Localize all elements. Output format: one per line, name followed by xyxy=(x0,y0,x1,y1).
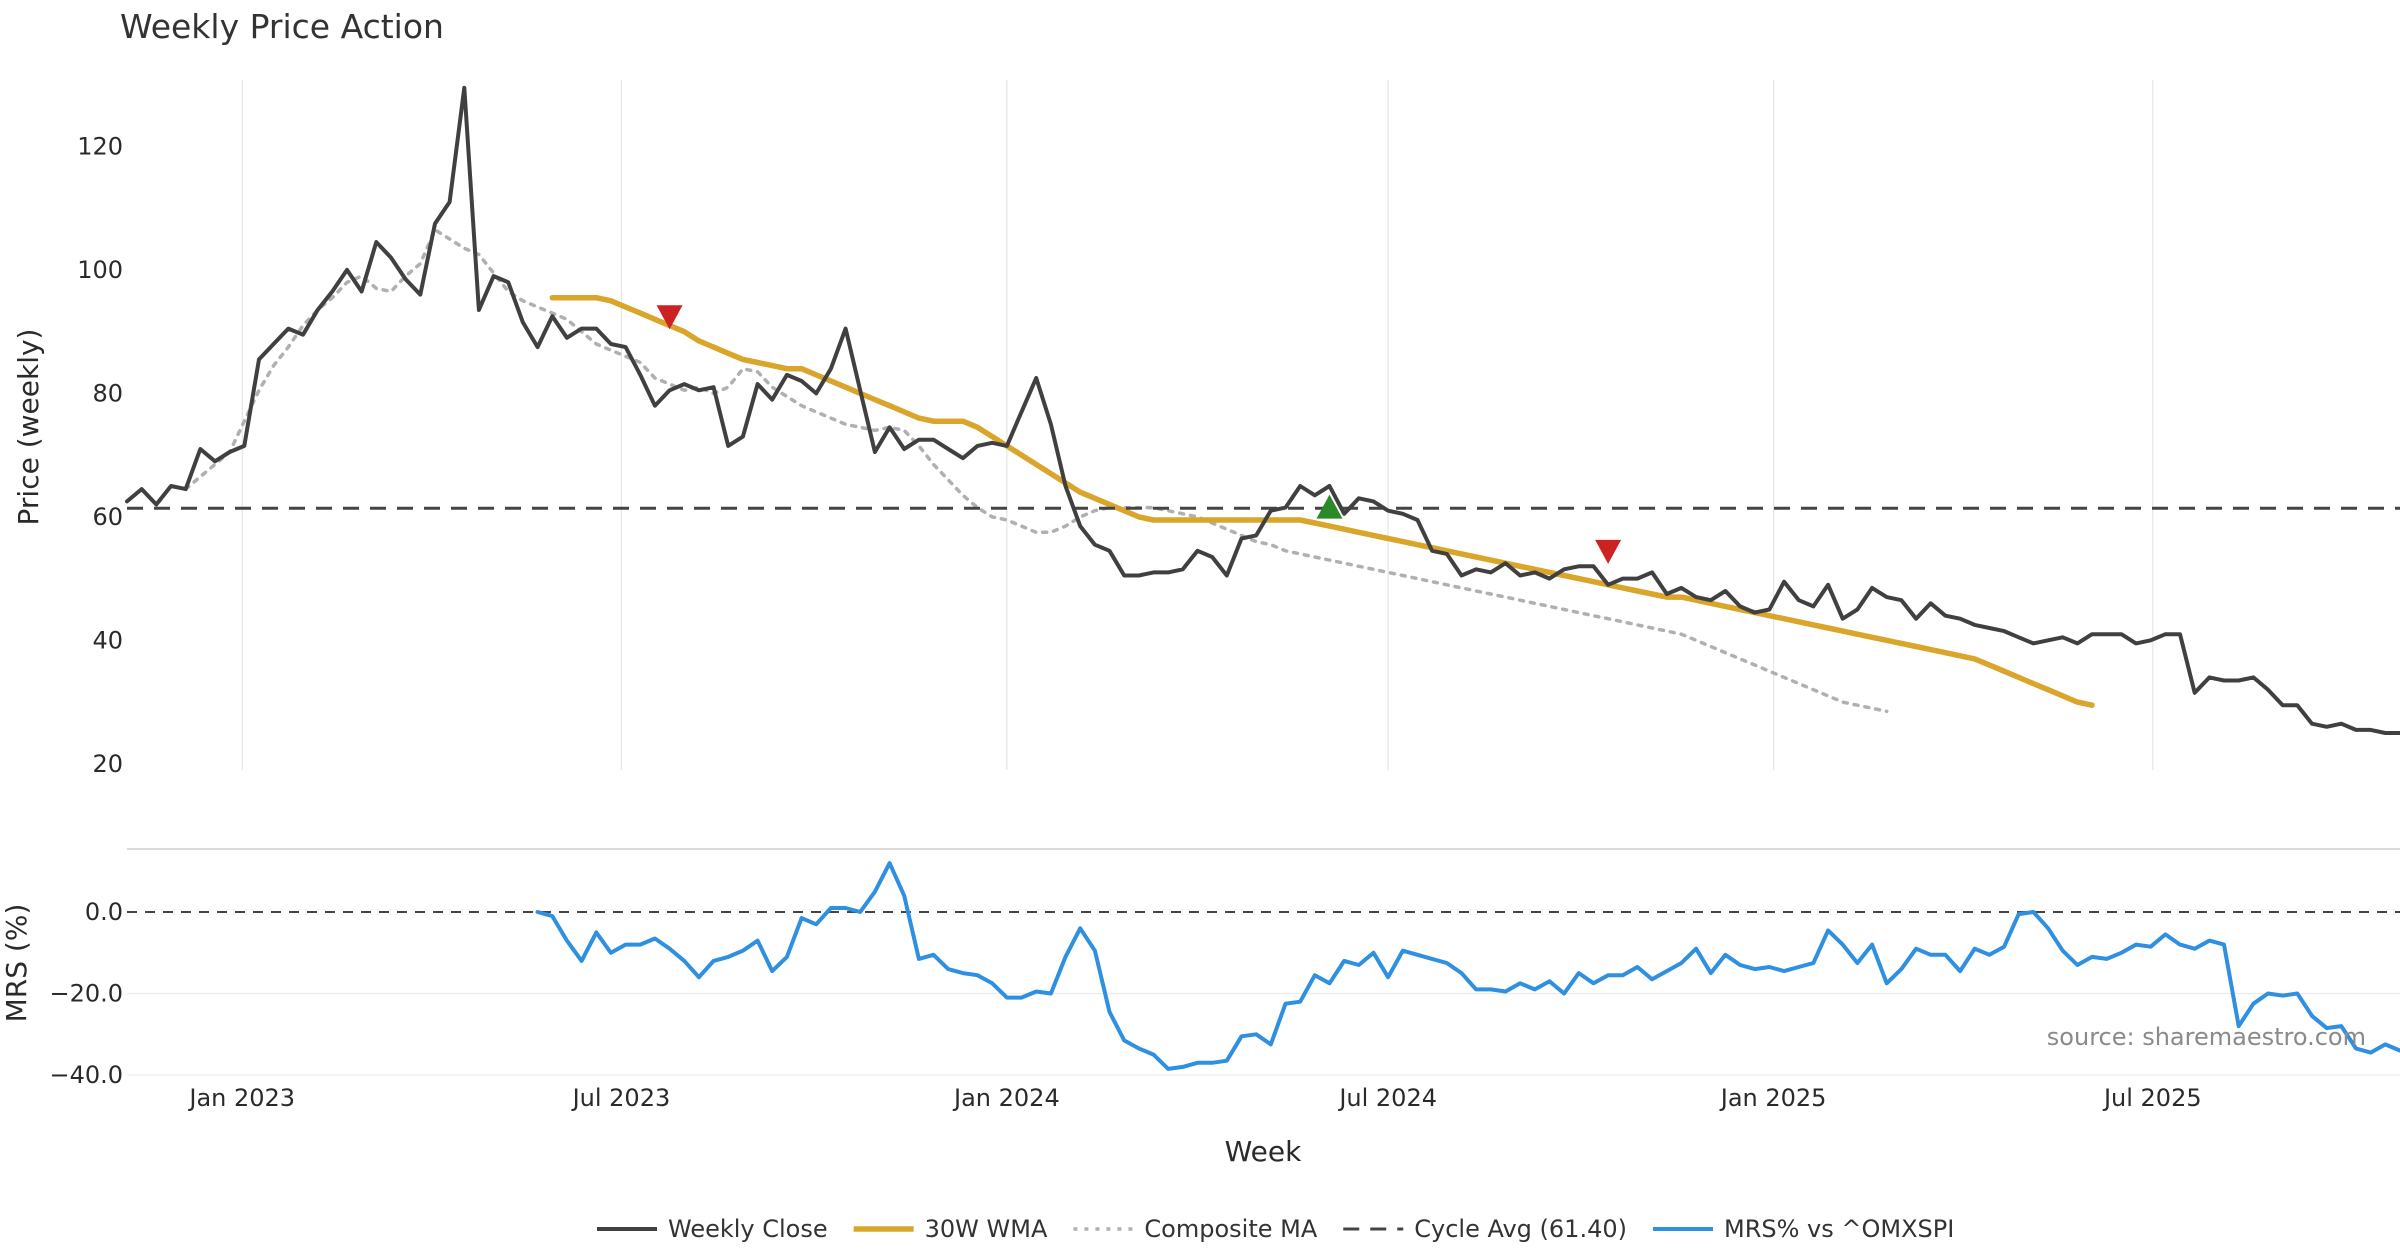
x-tick-label-jul-2024: Jul 2024 xyxy=(1337,1084,1437,1112)
price-y-tick-label: 20 xyxy=(92,750,123,778)
x-tick-label-jul-2025: Jul 2025 xyxy=(2102,1084,2202,1112)
mrs-y-ticks: 0.0 −20.0 −40.0 xyxy=(49,898,123,1089)
mrs-y-tick-label: 0.0 xyxy=(85,898,123,926)
price-series-layer xyxy=(125,85,2400,735)
sell-signal-marker xyxy=(1595,539,1622,564)
chart-title: Weekly Price Action xyxy=(120,7,444,46)
legend-item-weekly-close: Weekly Close xyxy=(597,1215,828,1243)
price-y-tick-label: 120 xyxy=(77,132,123,160)
price-y-tick-label: 100 xyxy=(77,256,123,284)
signal-markers xyxy=(656,305,1622,564)
series-weekly-close xyxy=(125,85,2400,735)
x-axis-label: Week xyxy=(1225,1135,1302,1168)
legend-label: 30W WMA xyxy=(925,1215,1048,1243)
legend-label: Cycle Avg (61.40) xyxy=(1414,1215,1627,1243)
price-y-ticks: 20 40 60 80 100 120 xyxy=(77,132,123,777)
x-axis-ticks: Jan 2023 Jul 2023 Jan 2024 Jul 2024 Jan 2025… xyxy=(187,1084,2201,1112)
mrs-y-tick-label: −20.0 xyxy=(49,980,123,1008)
mrs-series-layer xyxy=(127,861,2400,1071)
legend-item-composite-ma: Composite MA xyxy=(1073,1215,1318,1243)
mrs-y-tick-label: −40.0 xyxy=(49,1061,123,1089)
price-y-tick-label: 40 xyxy=(92,626,123,654)
legend-label: Composite MA xyxy=(1144,1215,1317,1243)
x-tick-label-jul-2023: Jul 2023 xyxy=(571,1084,671,1112)
mrs-y-axis-label: MRS (%) xyxy=(0,904,33,1023)
x-tick-label-jan-2024: Jan 2024 xyxy=(952,1084,1060,1112)
legend: Weekly Close 30W WMA Composite MA Cycle Avg… xyxy=(597,1215,1954,1243)
legend-item-mrs-vs-omxspi: MRS% vs ^OMXSPI xyxy=(1652,1215,1954,1243)
series-composite-ma xyxy=(183,228,1889,714)
x-tick-label-jan-2025: Jan 2025 xyxy=(1719,1084,1827,1112)
sell-signal-marker xyxy=(656,305,683,330)
legend-label: Weekly Close xyxy=(668,1215,828,1243)
x-tick-label-jan-2023: Jan 2023 xyxy=(187,1084,295,1112)
buy-signal-marker xyxy=(1316,494,1343,519)
source-watermark: source: sharemaestro.com xyxy=(2047,1023,2366,1051)
mrs-panel-grid xyxy=(127,992,2400,1076)
legend-item-30w-wma: 30W WMA xyxy=(853,1215,1048,1243)
legend-item-cycle-avg-61-40: Cycle Avg (61.40) xyxy=(1343,1215,1627,1243)
legend-label: MRS% vs ^OMXSPI xyxy=(1724,1215,1954,1243)
price-y-tick-label: 80 xyxy=(92,379,123,407)
price-y-tick-label: 60 xyxy=(92,503,123,531)
price-y-axis-label: Price (weekly) xyxy=(12,329,45,526)
series-mrs-vs-omxspi xyxy=(535,861,2400,1071)
series-30w-wma xyxy=(549,294,2095,708)
price-panel-grid xyxy=(241,80,2154,770)
